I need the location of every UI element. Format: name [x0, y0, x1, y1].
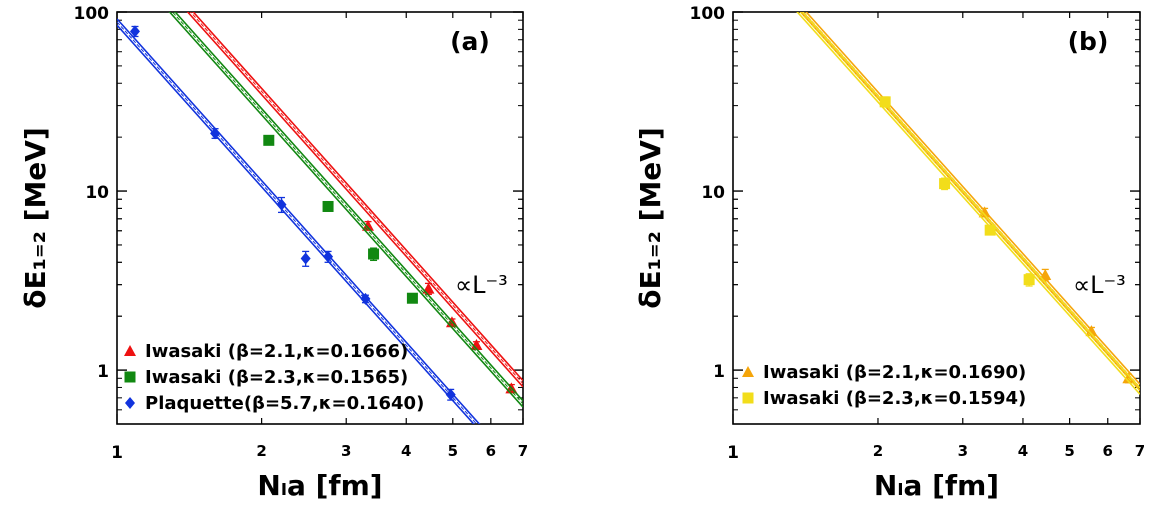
- data-point: [406, 292, 418, 304]
- y-axis-label: δE₁₌₂ [MeV]: [634, 127, 667, 309]
- panel-label: (a): [450, 27, 490, 56]
- fit-band-edge: [186, 12, 523, 388]
- legend-marker: [742, 392, 754, 404]
- plot-frame: [732, 11, 1141, 425]
- fit-band-edge: [192, 12, 523, 382]
- data-point: [1122, 372, 1135, 384]
- panel-label: (b): [1068, 27, 1109, 56]
- series-0: [186, 12, 523, 394]
- fit-band-edge: [805, 12, 1140, 385]
- fit-band-edge: [117, 18, 481, 424]
- data-point: [276, 198, 287, 211]
- x-tick-label: 4: [1018, 442, 1028, 460]
- legend-entry: Iwasaki (β=2.3,κ=0.1594): [763, 388, 1026, 409]
- x-tick-label: 1: [111, 443, 123, 463]
- legend-marker: [742, 366, 754, 377]
- x-tick-label: 5: [1064, 442, 1074, 460]
- data-point: [129, 25, 140, 38]
- data-point: [210, 127, 221, 140]
- data-point: [300, 252, 311, 265]
- series-2: [117, 18, 481, 424]
- legend: Iwasaki (β=2.1,κ=0.1666) Iwasaki (β=2.3,κ…: [124, 341, 424, 414]
- fit-line: [799, 12, 1140, 392]
- x-axis-label: Nₗa [fm]: [257, 469, 382, 502]
- data-point: [445, 388, 456, 401]
- fit-line: [189, 12, 523, 385]
- x-tick-label: 2: [873, 442, 883, 460]
- plot-frame: [116, 11, 524, 425]
- data-point: [323, 250, 334, 263]
- fit-band-edge: [796, 12, 1140, 395]
- x-tick-label: 4: [401, 442, 411, 460]
- x-tick-label: 5: [448, 442, 458, 460]
- data-point: [1023, 274, 1035, 286]
- scaling-annotation: ∝L⁻³: [455, 271, 508, 299]
- y-tick-label: 100: [74, 4, 110, 24]
- x-tick-label: 6: [1103, 442, 1113, 460]
- y-tick-label: 10: [701, 183, 725, 203]
- legend-entry: Iwasaki (β=2.1,κ=0.1690): [763, 362, 1026, 383]
- x-tick-label: 3: [341, 442, 351, 460]
- legend-entry: Plaquette(β=5.7,κ=0.1640): [145, 393, 424, 414]
- chart-panel-b: 1 10 100 1 2 3 4 5 6 7 Nₗa [fm] δE₁₌₂ [MeV] (b) ∝L⁻³ I…: [634, 4, 1145, 502]
- data-point: [360, 292, 371, 305]
- y-tick-label: 1: [97, 362, 109, 382]
- x-tick-label: 7: [1135, 442, 1145, 460]
- fit-band-edge: [801, 12, 1140, 389]
- legend: Iwasaki (β=2.1,κ=0.1690) Iwasaki (β=2.3,κ…: [742, 362, 1026, 409]
- x-tick-label: 2: [256, 442, 266, 460]
- y-axis-label: δE₁₌₂ [MeV]: [19, 127, 52, 309]
- data-point: [879, 96, 891, 108]
- data-point: [422, 282, 435, 294]
- fit-band-edge: [168, 12, 523, 408]
- legend-entry: Iwasaki (β=2.1,κ=0.1666): [145, 341, 408, 362]
- data-point: [263, 134, 275, 146]
- data-point: [368, 248, 380, 260]
- data-point: [939, 178, 951, 190]
- data-point: [1039, 268, 1052, 280]
- y-tick-label: 10: [85, 183, 109, 203]
- scaling-annotation: ∝L⁻³: [1073, 271, 1126, 299]
- x-tick-label: 6: [486, 442, 496, 460]
- legend-marker: [124, 371, 136, 383]
- legend-marker: [125, 397, 135, 409]
- series-1: [168, 12, 523, 408]
- y-tick-label: 100: [690, 4, 726, 24]
- data-point: [984, 224, 996, 236]
- data-point: [322, 200, 334, 212]
- data-point: [470, 339, 483, 351]
- x-axis-label: Nₗa [fm]: [874, 469, 999, 502]
- chart-panel-a: 1 10 100 1 2 3 4 5 6 7 Nₗa [fm] δE₁₌₂ [MeV] (a) ∝L⁻³ I…: [19, 4, 528, 502]
- fit-line: [171, 12, 523, 405]
- x-tick-label: 7: [518, 442, 528, 460]
- fit-band-edge: [174, 12, 523, 402]
- legend-entry: Iwasaki (β=2.3,κ=0.1565): [145, 367, 408, 388]
- y-tick-label: 1: [713, 362, 725, 382]
- x-tick-label: 1: [727, 443, 739, 463]
- x-tick-label: 3: [958, 442, 968, 460]
- fit-line: [117, 21, 478, 424]
- legend-marker: [124, 345, 136, 356]
- fit-band-edge: [117, 24, 475, 424]
- series-1: [796, 12, 1140, 395]
